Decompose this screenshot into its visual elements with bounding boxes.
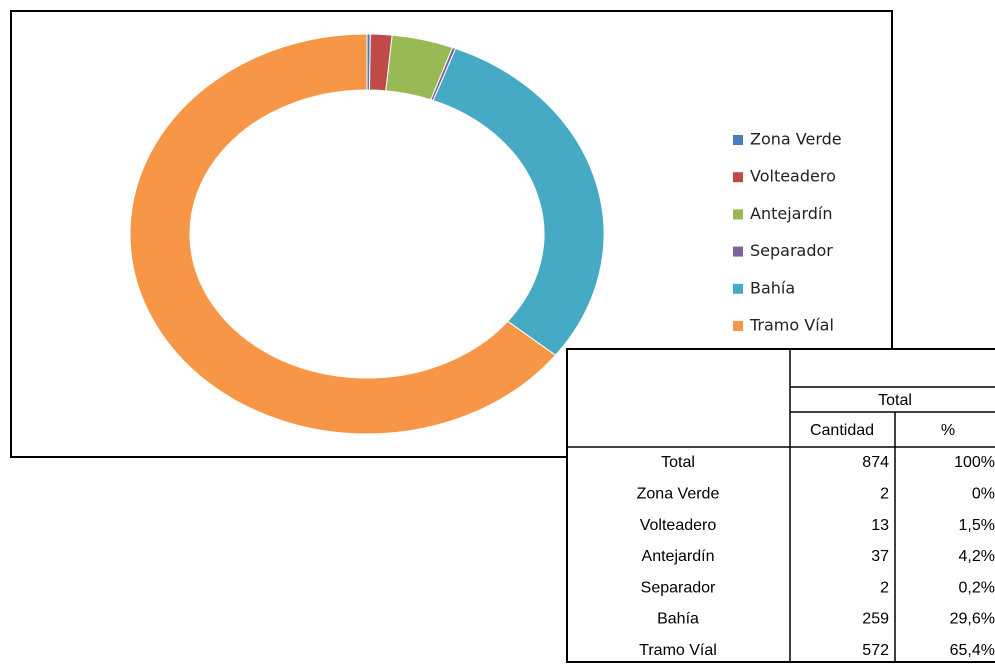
column-header: Cantidad [810,422,874,439]
legend-label: Tramo Víal [749,316,834,335]
donut [129,33,605,435]
cell: 37 [871,548,889,565]
legend-swatch [733,135,743,145]
cell: 13 [871,517,889,534]
cell: 2 [880,579,889,596]
row-label: Zona Verde [637,486,720,503]
table-header: Total [878,392,912,409]
row-label: Antejardín [642,548,715,565]
cell: 29,6% [950,611,995,628]
legend-label: Volteadero [750,167,836,186]
column-header: % [941,422,955,439]
cell: 100% [954,454,995,471]
legend: Zona Verde Volteadero Antejardín Separador B… [733,130,842,335]
slice [129,33,557,435]
table: Total Cantidad % Total 874 100% Zona Verde 2… [566,348,995,663]
row-label: Separador [641,579,716,596]
legend-label: Separador [750,241,833,260]
cell: 572 [862,642,889,659]
cell: 2 [880,486,889,503]
legend-swatch [733,172,743,183]
cell: 259 [862,611,889,628]
cell: 874 [862,454,889,471]
legend-swatch [733,321,743,331]
row-label: Total [661,454,695,471]
row-label: Volteadero [640,517,717,534]
row-label: Tramo Víal [639,642,717,659]
cell: 0,2% [959,579,995,596]
cell: 4,2% [959,548,995,565]
cell: 0% [972,486,995,503]
legend-label: Zona Verde [750,130,842,149]
legend-label: Bahía [750,278,795,297]
legend-label: Antejardín [750,204,833,223]
legend-swatch [733,283,743,294]
table-frame [566,348,995,663]
legend-swatch [733,246,743,257]
cell: 1,5% [959,517,995,534]
cell: 65,4% [950,642,995,659]
legend-swatch [733,209,743,220]
row-label: Bahía [657,611,699,628]
